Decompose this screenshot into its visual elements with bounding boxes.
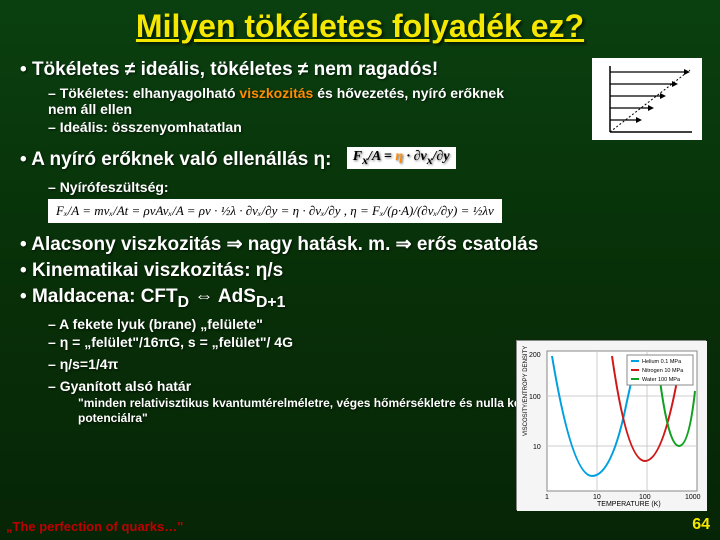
t: A nyíró erőknek való ellenállás — [31, 149, 313, 170]
svg-text:Helium 0.1 MPa: Helium 0.1 MPa — [642, 359, 682, 365]
visc-svg: Helium 0.1 MPa Nitrogen 10 MPa Water 100… — [517, 341, 707, 511]
bullet-shear-resist: A nyíró erőknek való ellenállás η: Fx/A … — [20, 145, 700, 175]
svg-text:1: 1 — [545, 494, 549, 501]
sub-perfect-def: Tökéletes: elhanyagolható viszkozitás és… — [48, 85, 528, 117]
k-viscosity: viszkozitás — [239, 85, 313, 101]
sub-brane-surface: A fekete lyuk (brane) „felülete" — [48, 316, 408, 332]
eta-symbol: η: — [314, 149, 332, 170]
sub-shear-stress: Nyírófeszültség: — [48, 179, 700, 195]
sub-quote: "minden relativisztikus kvantumtérelméle… — [78, 396, 568, 426]
slide-title: Milyen tökéletes folyadék ez? — [0, 0, 720, 59]
svg-text:1000: 1000 — [685, 494, 701, 501]
svg-text:10: 10 — [533, 444, 541, 451]
footer-citation: „The perfection of quarks…" — [6, 519, 183, 534]
svg-text:100: 100 — [639, 494, 651, 501]
sub-eta-surface: η = „felület"/16πG, s = „felület"/ 4G — [48, 334, 408, 350]
svg-text:Water 100 MPa: Water 100 MPa — [642, 377, 681, 383]
svg-text:Nitrogen 10 MPa: Nitrogen 10 MPa — [642, 368, 684, 374]
bullet-kinematic-visc: Kinematikai viszkozitás: η/s — [20, 260, 700, 282]
t: Tökéletes: elhanyagolható — [60, 85, 240, 101]
page-number: 64 — [692, 516, 710, 534]
eq-shear-def: Fx/A = η · ∂vx/∂y — [347, 147, 456, 169]
svg-text:100: 100 — [529, 394, 541, 401]
viscosity-entropy-chart: Helium 0.1 MPa Nitrogen 10 MPa Water 100… — [516, 340, 706, 510]
svg-text:200: 200 — [529, 352, 541, 359]
bullet-low-visc: Alacsony viszkozitás ⇒ nagy hatásk. m. ⇒… — [20, 233, 700, 256]
shear-flow-diagram — [592, 58, 702, 140]
svg-text:10: 10 — [593, 494, 601, 501]
shear-svg — [592, 58, 702, 140]
svg-text:VISCOSITY/ENTROPY DENSITY: VISCOSITY/ENTROPY DENSITY — [523, 346, 529, 436]
svg-text:TEMPERATURE (K): TEMPERATURE (K) — [597, 501, 661, 508]
bullet-maldacena: Maldacena: CFTD ⇔ AdSD+1 — [20, 286, 700, 312]
bullet-perfect-ideal: Tökéletes ≠ ideális, tökéletes ≠ nem rag… — [20, 59, 540, 81]
eq-shear-full: Fₓ/A = mvₓ/At = ρvAvₓ/A = ρv · ½λ · ∂vₓ/… — [48, 199, 502, 223]
